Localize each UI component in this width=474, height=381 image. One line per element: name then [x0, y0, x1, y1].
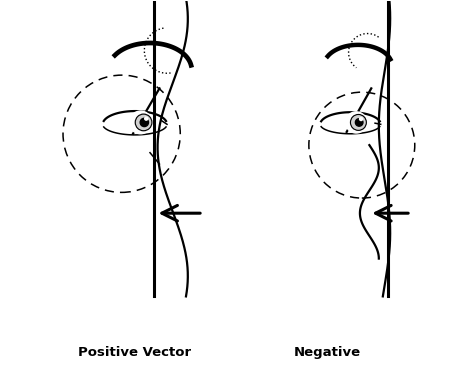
Circle shape [135, 114, 152, 131]
Circle shape [360, 117, 363, 120]
Circle shape [145, 117, 148, 120]
Text: Positive Vector: Positive Vector [78, 346, 191, 359]
Circle shape [129, 111, 152, 134]
Circle shape [356, 118, 363, 126]
Circle shape [350, 114, 366, 130]
Text: Negative: Negative [294, 346, 361, 359]
Circle shape [346, 112, 367, 133]
Circle shape [140, 118, 148, 126]
